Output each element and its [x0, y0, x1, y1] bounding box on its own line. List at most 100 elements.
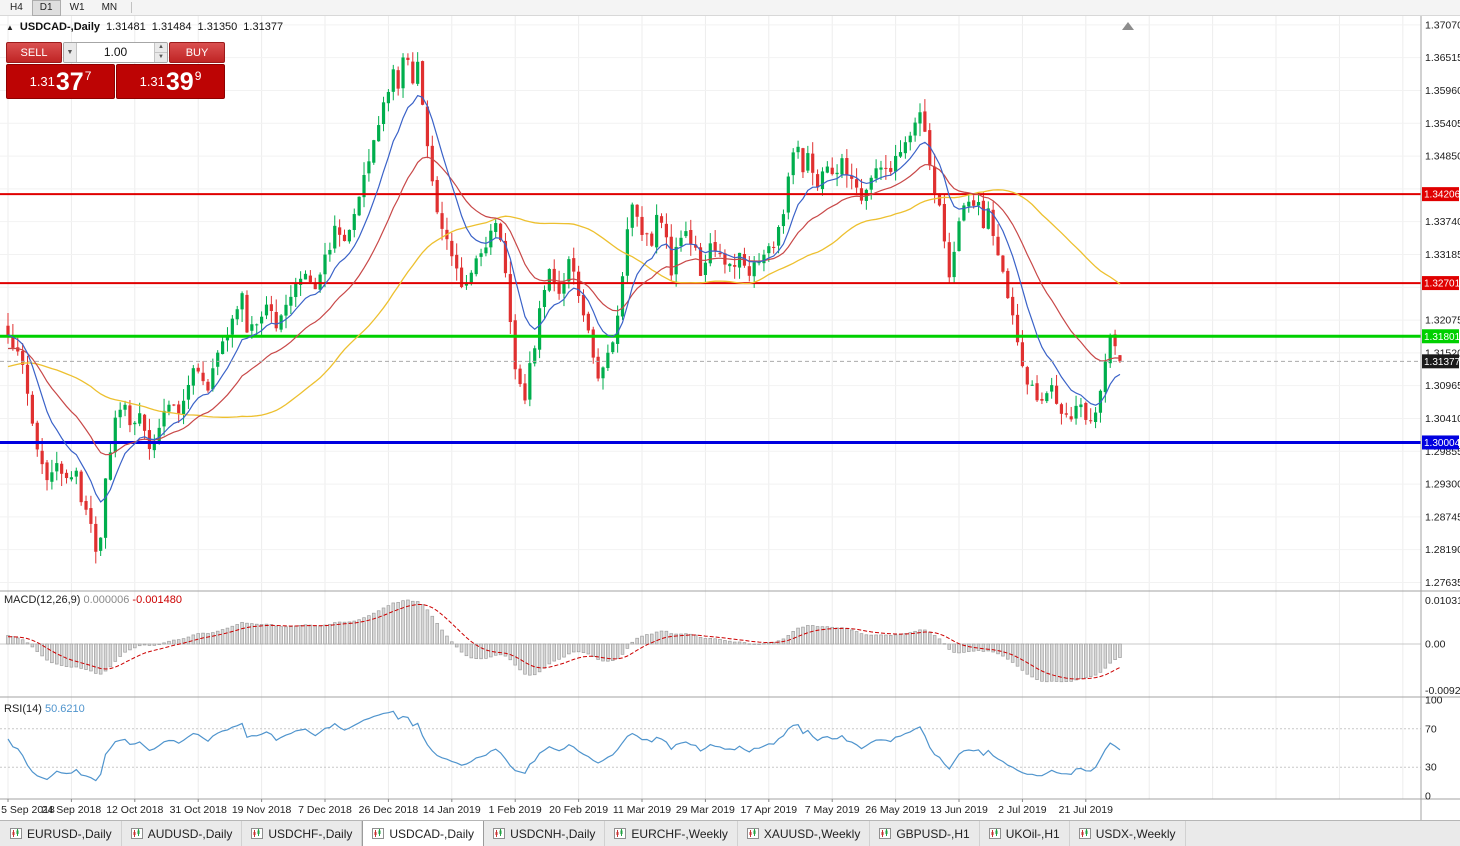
- date-label: 7 Dec 2018: [298, 804, 352, 816]
- candle: [659, 216, 664, 223]
- candle: [884, 167, 888, 169]
- candle: [933, 166, 937, 194]
- candle: [508, 274, 512, 323]
- timeframe-button-w1[interactable]: W1: [69, 1, 85, 13]
- candle: [211, 368, 215, 390]
- pane-separators[interactable]: [0, 16, 1460, 820]
- candle: [64, 472, 69, 479]
- bid-price-button[interactable]: 1.31 37 7: [6, 64, 115, 99]
- tab-label: USDX-,Weekly: [1095, 826, 1176, 841]
- candle: [1103, 361, 1107, 393]
- candle: [250, 324, 254, 331]
- candle: [416, 61, 420, 84]
- candle: [108, 452, 113, 480]
- candle: [372, 140, 376, 163]
- candle: [84, 501, 88, 510]
- buy-button[interactable]: BUY: [169, 42, 225, 63]
- svg-text:1.30004: 1.30004: [1424, 438, 1460, 449]
- tab-eurusd-daily[interactable]: EURUSD-,Daily: [1, 821, 122, 846]
- candle: [484, 247, 488, 254]
- candle: [425, 106, 430, 147]
- svg-text:1.30410: 1.30410: [1425, 413, 1460, 425]
- date-label: 11 Mar 2019: [613, 804, 671, 816]
- date-label: 5 Sep 2018: [1, 804, 55, 816]
- ask-pipette: 9: [194, 69, 202, 83]
- tab-eurchf-weekly[interactable]: EURCHF-,Weekly: [605, 821, 738, 846]
- candle: [303, 273, 308, 280]
- price-badge: [1422, 329, 1459, 344]
- candle: [162, 410, 166, 427]
- candle: [991, 209, 995, 236]
- candle: [50, 472, 54, 482]
- candle: [596, 356, 600, 379]
- candle: [255, 324, 259, 326]
- candle: [586, 313, 590, 331]
- tab-label: USDCAD-,Daily: [389, 826, 475, 841]
- date-label: 26 Dec 2018: [359, 804, 419, 816]
- svg-text:0.00: 0.00: [1425, 639, 1446, 651]
- candle: [1006, 270, 1010, 299]
- tab-gbpusd-h1[interactable]: GBPUSD-,H1: [870, 821, 980, 846]
- svg-text:1.32701: 1.32701: [1424, 279, 1460, 290]
- candle: [274, 311, 278, 329]
- candle: [474, 258, 478, 275]
- candle: [591, 329, 595, 358]
- candle: [333, 225, 337, 249]
- candle: [772, 246, 776, 248]
- candle: [962, 205, 966, 221]
- candle: [557, 283, 561, 294]
- volume-control[interactable]: ▼ 1.00 ▲ ▼: [63, 42, 168, 63]
- candle: [396, 70, 400, 89]
- candle: [1079, 404, 1083, 408]
- candle: [294, 283, 298, 298]
- candle: [69, 477, 74, 480]
- svg-text:1.32075: 1.32075: [1425, 315, 1460, 327]
- candle: [157, 427, 161, 442]
- ohlc-high: 1.31484: [151, 21, 192, 33]
- candle: [752, 262, 756, 277]
- candle: [177, 404, 181, 414]
- timeframe-button-h4[interactable]: H4: [10, 1, 23, 13]
- timeframe-button-mn[interactable]: MN: [101, 1, 118, 13]
- candle: [791, 152, 795, 176]
- candle: [1059, 404, 1064, 414]
- candle: [123, 404, 127, 410]
- candle: [284, 304, 288, 316]
- volume-increment-icon[interactable]: ▲: [155, 43, 167, 53]
- volume-dropdown-icon[interactable]: ▼: [64, 43, 77, 62]
- chart-icon: [1078, 828, 1091, 839]
- svg-text:0: 0: [1425, 791, 1431, 803]
- candle: [1040, 399, 1044, 401]
- candle: [430, 145, 434, 182]
- volume-input[interactable]: 1.00: [103, 45, 128, 59]
- tab-usdcad-daily[interactable]: USDCAD-,Daily: [362, 821, 485, 846]
- tab-xauusd-weekly[interactable]: XAUUSD-,Weekly: [738, 821, 871, 846]
- candle: [138, 413, 142, 424]
- date-label: 1 Feb 2019: [489, 804, 542, 816]
- tab-audusd-daily[interactable]: AUDUSD-,Daily: [122, 821, 243, 846]
- candle: [1001, 255, 1005, 272]
- candle: [1020, 342, 1025, 367]
- timeframe-button-d1[interactable]: D1: [31, 0, 61, 16]
- chart-shift-marker-icon[interactable]: [1122, 22, 1134, 30]
- tab-ukoil-h1[interactable]: UKOil-,H1: [980, 821, 1070, 846]
- ask-price-button[interactable]: 1.31 39 9: [116, 64, 225, 99]
- tab-label: AUDUSD-,Daily: [147, 826, 233, 841]
- candle: [937, 193, 942, 206]
- one-click-collapse-icon[interactable]: ▲: [6, 23, 14, 32]
- tab-usdchf-daily[interactable]: USDCHF-,Daily: [242, 821, 363, 846]
- price-axis[interactable]: 1.37070 1.36515 1.35960 1.35405 1.34850 1.337…: [1422, 19, 1460, 803]
- candle: [186, 384, 191, 400]
- ma-medium-line: [7, 156, 1121, 456]
- date-label: 29 Mar 2019: [676, 804, 735, 816]
- tab-usdcnh-daily[interactable]: USDCNH-,Daily: [484, 821, 606, 846]
- svg-text:70: 70: [1425, 723, 1437, 735]
- sell-button[interactable]: SELL: [6, 42, 62, 63]
- moving-averages: [7, 94, 1121, 503]
- volume-decrement-icon[interactable]: ▼: [155, 53, 167, 62]
- price-level-lines[interactable]: [0, 193, 1421, 444]
- candle: [406, 57, 410, 60]
- tab-usdx-weekly[interactable]: USDX-,Weekly: [1070, 821, 1186, 846]
- candle: [518, 368, 522, 385]
